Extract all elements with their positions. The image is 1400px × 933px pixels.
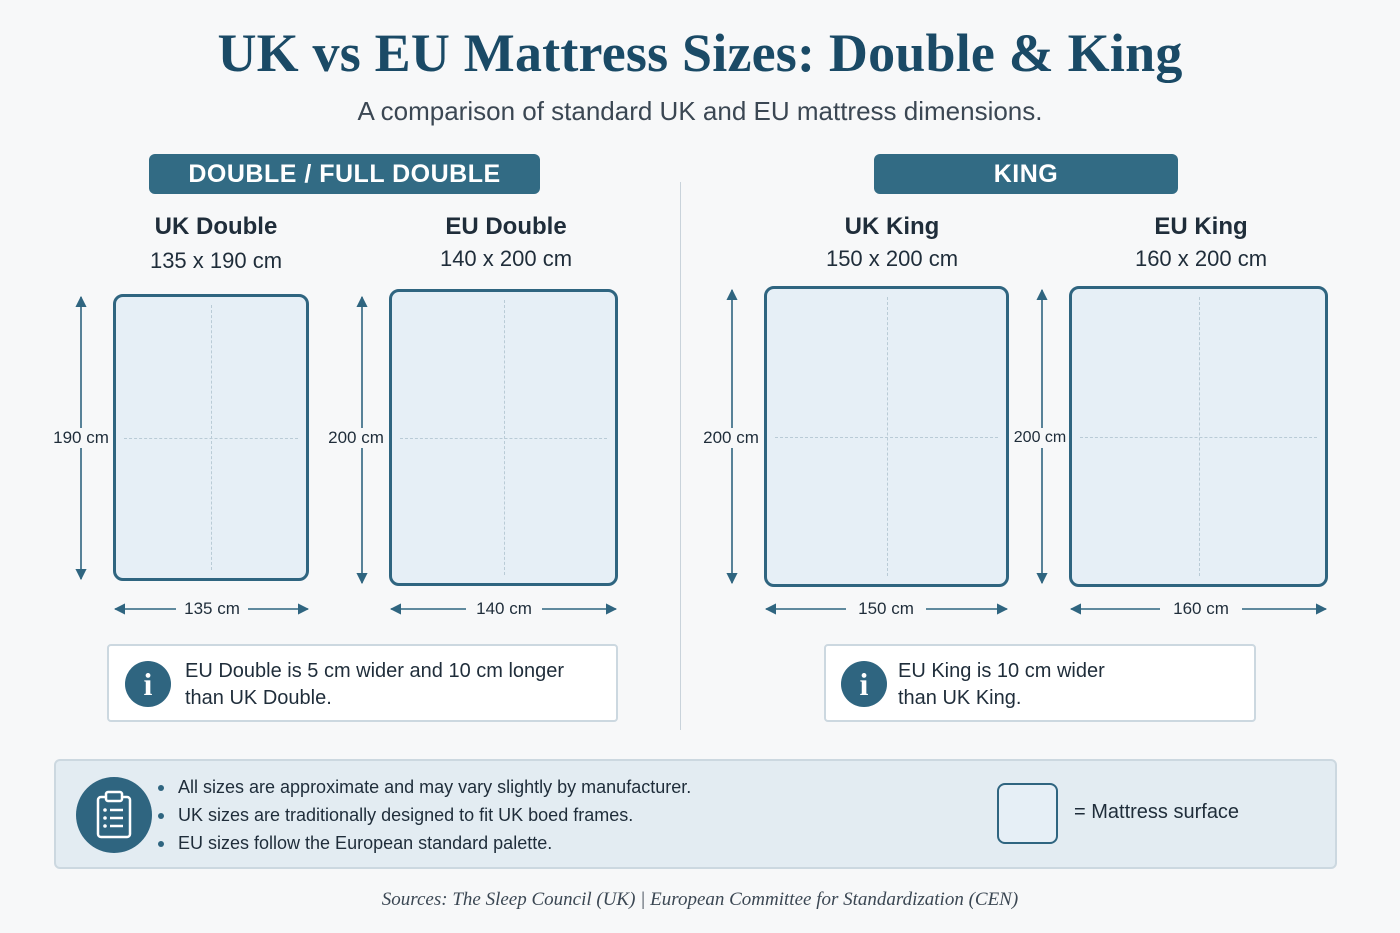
eu-double-length-label: 200 cm [326,428,386,448]
uk-double-length-label: 190 cm [50,428,112,448]
legend-label: = Mattress surface [1074,801,1240,823]
page-subtitle: A comparison of standard UK and EU mattr… [357,96,1043,126]
page-title: UK vs EU Mattress Sizes: Double & King [217,23,1183,83]
eu-double-name: EU Double [445,213,567,240]
center-guide-horizontal [400,437,607,439]
eu-king-dims: 160 x 200 cm [1134,246,1268,271]
eu-double-width-label: 140 cm [466,599,542,619]
note-text: All sizes are approximate and may vary s… [178,777,692,797]
notes-list: All sizes are approximate and may vary s… [158,773,692,857]
list-item: EU sizes follow the European standard pa… [158,829,691,857]
double-section-badge: DOUBLE / FULL DOUBLE [149,154,540,194]
eu-double-dims: 140 x 200 cm [439,246,573,271]
note-text: EU sizes follow the European standard pa… [178,833,553,853]
uk-king-width-label: 150 cm [846,599,926,619]
eu-king-name: EU King [1154,213,1248,240]
center-guide-horizontal [1080,436,1317,438]
uk-double-width-label: 135 cm [176,599,248,619]
eu-double-mattress [389,289,618,586]
double-note-text: EU Double is 5 cm wider and 10 cm longer… [185,658,564,712]
eu-king-width-label: 160 cm [1160,599,1242,619]
king-comparison-note: i EU King is 10 cm wider than UK King. [824,644,1256,722]
uk-king-name: UK King [844,213,940,240]
bullet-icon [158,841,164,847]
uk-double-mattress [113,294,309,581]
section-divider [680,182,681,730]
uk-double-name: UK Double [154,213,278,240]
bullet-icon [158,785,164,791]
legend-swatch [997,783,1058,844]
sources-citation: Sources: The Sleep Council (UK) | Europe… [381,889,1019,910]
center-guide-horizontal [124,437,298,439]
bullet-icon [158,813,164,819]
uk-double-dims: 135 x 190 cm [149,248,283,273]
king-note-line-1: EU King is 10 cm wider [898,660,1105,682]
center-guide-horizontal [775,436,998,438]
uk-king-mattress [764,286,1009,587]
note-text: UK sizes are traditionally designed to f… [178,805,634,825]
double-comparison-note: i EU Double is 5 cm wider and 10 cm long… [107,644,618,722]
uk-king-dims: 150 x 200 cm [825,246,959,271]
info-icon: i [125,661,171,707]
king-section-badge: KING [874,154,1178,194]
list-item: All sizes are approximate and may vary s… [158,773,692,801]
clipboard-icon [76,777,152,853]
double-note-line-1: EU Double is 5 cm wider and 10 cm longer [185,660,565,682]
info-icon: i [841,661,887,707]
double-note-line-2: than UK Double. [185,687,332,709]
list-item: UK sizes are traditionally designed to f… [158,801,691,829]
footer-notes-panel: All sizes are approximate and may vary s… [54,759,1337,869]
eu-king-length-label: 200 cm [1012,428,1068,448]
king-note-line-2: than UK King. [898,687,1022,709]
eu-king-mattress [1069,286,1328,587]
king-note-text: EU King is 10 cm wider than UK King. [898,658,1105,712]
uk-king-length-label: 200 cm [700,428,762,448]
